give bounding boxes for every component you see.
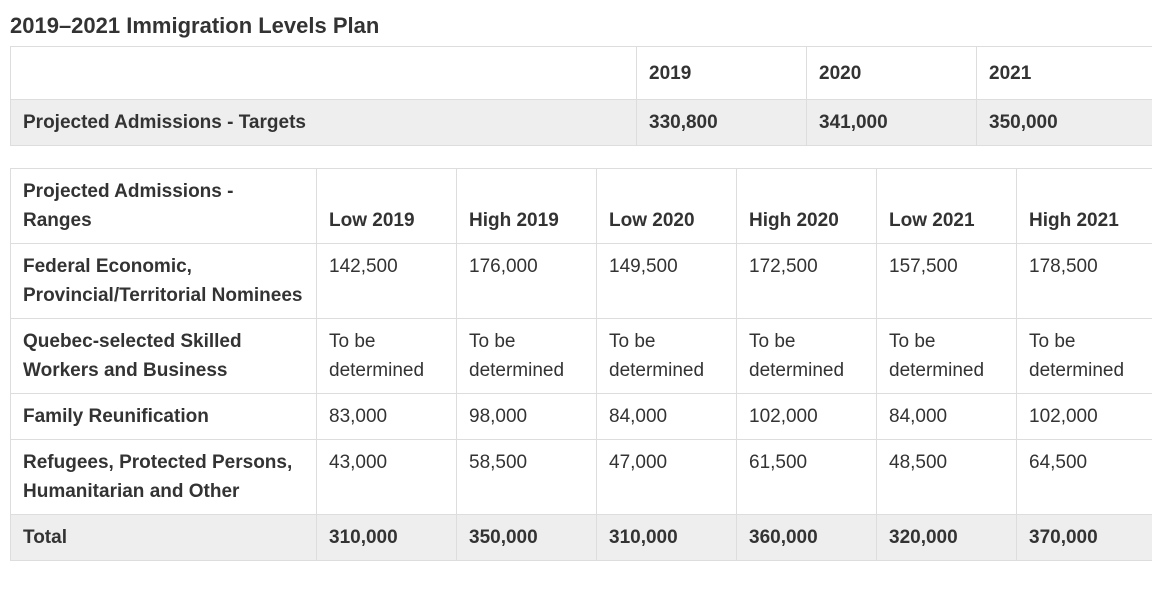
- value-cell: 157,500: [876, 243, 1017, 319]
- row-label: Refugees, Protected Persons, Humanitaria…: [10, 439, 317, 515]
- value-cell: 350,000: [456, 514, 597, 561]
- ranges-column-header-low-2021: Low 2021: [876, 168, 1017, 244]
- value-cell: 310,000: [596, 514, 737, 561]
- value-cell: 98,000: [456, 393, 597, 440]
- row-label: Family Reunification: [10, 393, 317, 440]
- table-row-federal-economic: Federal Economic, Provincial/Territorial…: [10, 243, 1152, 319]
- value-cell: To be determined: [1016, 318, 1152, 394]
- ranges-column-header-high-2019: High 2019: [456, 168, 597, 244]
- targets-table: 2019 2020 2021 Projected Admissions - Ta…: [10, 46, 1152, 146]
- targets-value-2019: 330,800: [636, 99, 807, 146]
- value-cell: 370,000: [1016, 514, 1152, 561]
- value-cell: To be determined: [736, 318, 877, 394]
- ranges-header-label: Projected Admissions - Ranges: [10, 168, 317, 244]
- targets-corner-cell: [10, 46, 637, 100]
- value-cell: 142,500: [316, 243, 457, 319]
- value-cell: 83,000: [316, 393, 457, 440]
- value-cell: To be determined: [316, 318, 457, 394]
- value-cell: 102,000: [1016, 393, 1152, 440]
- value-cell: 149,500: [596, 243, 737, 319]
- value-cell: To be determined: [596, 318, 737, 394]
- value-cell: 64,500: [1016, 439, 1152, 515]
- table-row-total: Total 310,000 350,000 310,000 360,000 32…: [10, 514, 1152, 561]
- value-cell: To be determined: [876, 318, 1017, 394]
- row-label: Quebec-selected Skilled Workers and Busi…: [10, 318, 317, 394]
- value-cell: 176,000: [456, 243, 597, 319]
- targets-column-header-2020: 2020: [806, 46, 977, 100]
- value-cell: 178,500: [1016, 243, 1152, 319]
- ranges-table: Projected Admissions - Ranges Low 2019 H…: [10, 168, 1152, 561]
- table-row-family-reunification: Family Reunification 83,000 98,000 84,00…: [10, 393, 1152, 440]
- page-content: 2019–2021 Immigration Levels Plan 2019 2…: [10, 13, 1152, 561]
- targets-column-header-2019: 2019: [636, 46, 807, 100]
- targets-value-2021: 350,000: [976, 99, 1152, 146]
- targets-value-2020: 341,000: [806, 99, 977, 146]
- value-cell: 310,000: [316, 514, 457, 561]
- value-cell: 58,500: [456, 439, 597, 515]
- targets-row: Projected Admissions - Targets 330,800 3…: [10, 99, 1152, 146]
- value-cell: 84,000: [596, 393, 737, 440]
- ranges-column-header-high-2020: High 2020: [736, 168, 877, 244]
- value-cell: 47,000: [596, 439, 737, 515]
- value-cell: 172,500: [736, 243, 877, 319]
- page-title: 2019–2021 Immigration Levels Plan: [10, 13, 380, 38]
- targets-column-header-2021: 2021: [976, 46, 1152, 100]
- value-cell: 102,000: [736, 393, 877, 440]
- value-cell: 320,000: [876, 514, 1017, 561]
- ranges-column-header-low-2020: Low 2020: [596, 168, 737, 244]
- ranges-column-header-low-2019: Low 2019: [316, 168, 457, 244]
- value-cell: To be determined: [456, 318, 597, 394]
- row-label: Federal Economic, Provincial/Territorial…: [10, 243, 317, 319]
- value-cell: 48,500: [876, 439, 1017, 515]
- value-cell: 61,500: [736, 439, 877, 515]
- ranges-header-row: Projected Admissions - Ranges Low 2019 H…: [10, 168, 1152, 244]
- table-row-refugees: Refugees, Protected Persons, Humanitaria…: [10, 439, 1152, 515]
- targets-header-row: 2019 2020 2021: [10, 46, 1152, 100]
- value-cell: 43,000: [316, 439, 457, 515]
- ranges-column-header-high-2021: High 2021: [1016, 168, 1152, 244]
- table-row-quebec-selected: Quebec-selected Skilled Workers and Busi…: [10, 318, 1152, 394]
- value-cell: 360,000: [736, 514, 877, 561]
- targets-row-label: Projected Admissions - Targets: [10, 99, 637, 146]
- row-label: Total: [10, 514, 317, 561]
- value-cell: 84,000: [876, 393, 1017, 440]
